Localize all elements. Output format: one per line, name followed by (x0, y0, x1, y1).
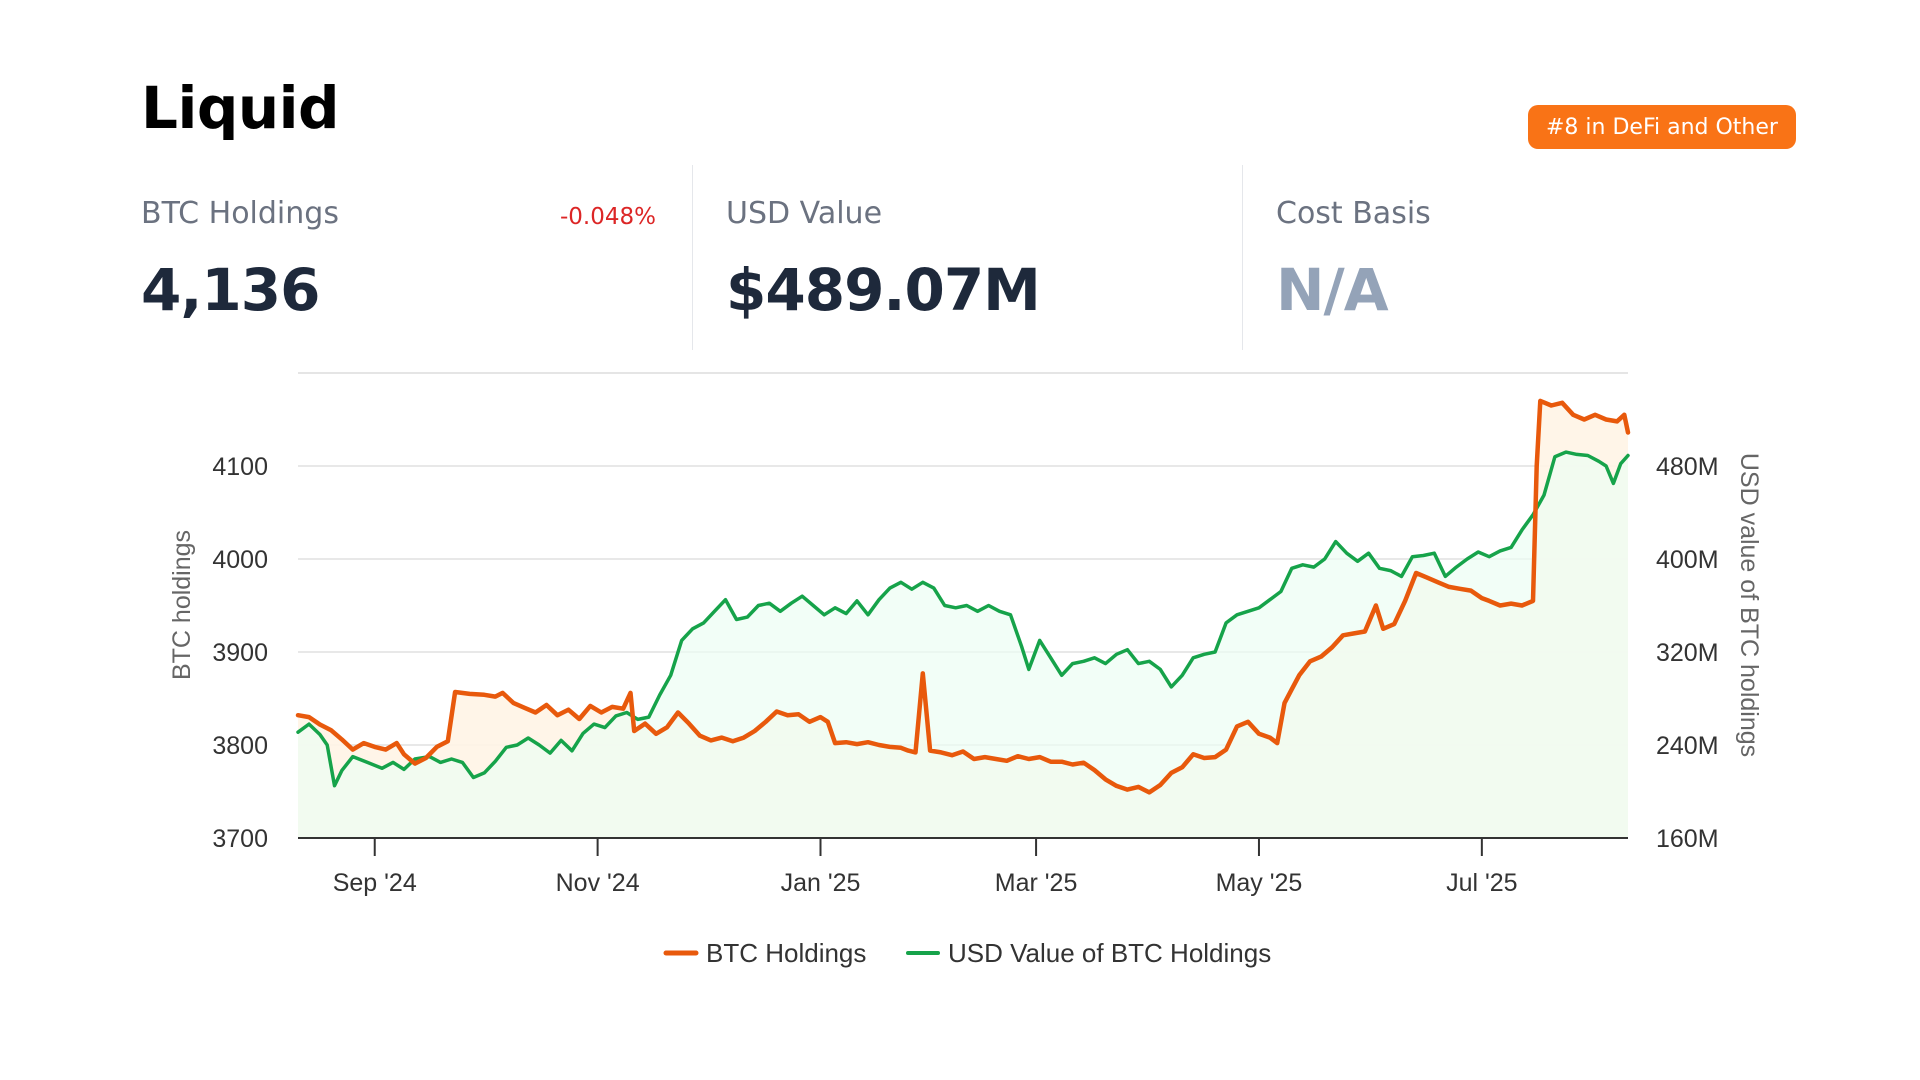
y-left-axis-title: BTC holdings (168, 530, 196, 680)
x-tick-label: May '25 (1216, 869, 1303, 897)
btc-holdings-label: BTC Holdings (141, 196, 339, 231)
y-left-tick-label: 3700 (212, 825, 268, 853)
legend-btc-label: BTC Holdings (706, 938, 866, 968)
y-right-tick-label: 400M (1656, 546, 1719, 574)
y-right-tick-label: 240M (1656, 732, 1719, 760)
y-left-tick-label: 4000 (212, 546, 268, 574)
cost-basis-label: Cost Basis (1276, 196, 1431, 231)
rank-badge: #8 in DeFi and Other (1528, 105, 1796, 149)
y-right-tick-label: 320M (1656, 639, 1719, 667)
legend-usd-label: USD Value of BTC Holdings (948, 938, 1271, 968)
usd-line (296, 450, 1630, 788)
y-left-tick-label: 4100 (212, 453, 268, 481)
x-tick-label: Nov '24 (556, 869, 640, 897)
y-left-tick-label: 3900 (212, 639, 268, 667)
x-tick-label: Mar '25 (995, 869, 1078, 897)
usd-value-label: USD Value (726, 196, 883, 231)
y-right-axis-title: USD value of BTC holdings (1735, 453, 1763, 757)
x-tick-label: Jan '25 (781, 869, 861, 897)
btc-holdings-value: 4,136 (141, 256, 320, 324)
page-title: Liquid (141, 74, 340, 142)
btc-line (295, 398, 1631, 795)
usd-area (298, 452, 1628, 838)
y-left-tick-label: 3800 (212, 732, 268, 760)
x-tick-label: Jul '25 (1446, 869, 1517, 897)
y-right-tick-label: 160M (1656, 825, 1719, 853)
cost-basis-value: N/A (1276, 256, 1389, 324)
stat-divider (692, 165, 693, 350)
btc-holdings-change: -0.048% (560, 204, 656, 230)
stat-divider (1242, 165, 1243, 350)
usd-value-value: $489.07M (726, 256, 1041, 324)
y-right-tick-label: 480M (1656, 453, 1719, 481)
x-tick-label: Sep '24 (333, 869, 417, 897)
